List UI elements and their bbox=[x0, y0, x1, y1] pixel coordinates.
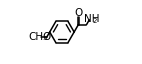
Text: 2: 2 bbox=[92, 18, 97, 24]
Text: O: O bbox=[74, 8, 83, 18]
Text: NH: NH bbox=[84, 14, 99, 25]
Text: CH₃: CH₃ bbox=[29, 32, 48, 42]
Text: O: O bbox=[42, 32, 51, 42]
